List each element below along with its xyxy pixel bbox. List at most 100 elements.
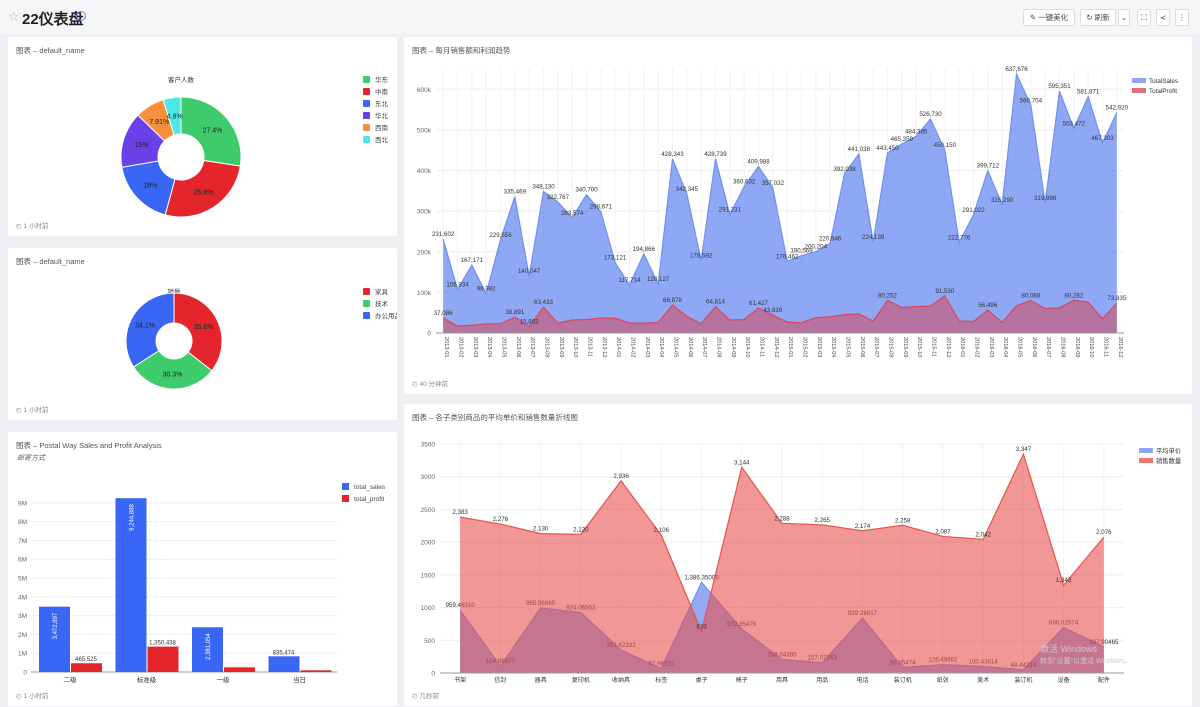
legend-label: 技术	[375, 299, 389, 308]
slice-label: 35.6%	[194, 324, 214, 331]
share-button[interactable]: ≺	[1156, 9, 1170, 26]
legend-label: TotalProfit	[1149, 88, 1177, 95]
legend-swatch	[363, 88, 370, 95]
wand-icon: ✎	[1029, 13, 1037, 22]
x-tick-label: 2014-12	[773, 337, 779, 358]
x-tick-label: 2016-12	[1117, 337, 1123, 358]
data-label: 117,714	[619, 277, 641, 284]
x-tick-label: 2013-12	[601, 337, 607, 358]
data-label: 357,032	[762, 180, 785, 187]
x-tick-label: 2015-02	[802, 337, 808, 358]
fullscreen-button[interactable]: ⛶	[1137, 9, 1151, 26]
x-tick-label: 2013-11	[587, 337, 593, 357]
donut-chart-customers[interactable]: 客户人数 27.4% 26.8% 18% 15% 7.91%4.8% 华东中南东北华北西南西…	[8, 37, 397, 236]
beautify-button[interactable]: ✎ 一键美化	[1023, 9, 1075, 26]
beautify-label: 一键美化	[1038, 13, 1069, 22]
y-tick-label: 3500	[421, 442, 436, 449]
legend-swatch	[363, 112, 370, 119]
windows-watermark-title: 激活 Windows	[1040, 644, 1098, 654]
x-tick-label: 2016-04	[1002, 337, 1008, 358]
donut-slice-办公用品	[125, 292, 175, 368]
x-tick-label: 2013-04	[486, 337, 492, 358]
x-tick-label: 2016-11	[1103, 337, 1109, 357]
x-tick-label: 2015-09	[902, 337, 908, 358]
data-label: 291,231	[719, 207, 742, 214]
data-label: 409,988	[747, 158, 770, 165]
x-tick-label: 桌子	[696, 676, 708, 684]
donut-chart-volume[interactable]: 销量 35.6% 30.3% 34.1% 家具技术办公用品	[8, 248, 397, 420]
area-chart-monthly[interactable]: 0 100k 200k 300k 400k 500k 600k 231,602 106,934 1…	[404, 37, 1192, 394]
y-tick-label: 0	[23, 670, 27, 677]
data-label: 178,592	[690, 252, 713, 259]
data-label: 68,878	[663, 297, 682, 304]
share-icon: ≺	[1159, 13, 1167, 22]
x-tick-label: 2015-01	[787, 337, 793, 358]
data-label: 80,068	[1021, 292, 1040, 299]
data-label: 200,204	[805, 244, 828, 251]
legend-swatch	[1139, 458, 1153, 463]
y-tick-label: 8M	[18, 519, 27, 526]
panel-timestamp: ◴ 几秒前	[412, 693, 439, 700]
data-label: 443,450	[876, 145, 899, 152]
refresh-dropdown-button[interactable]: ⌄	[1118, 9, 1130, 26]
x-tick-label: 一级	[217, 675, 231, 684]
chart-subtitle: 邮寄方式	[17, 455, 45, 462]
x-tick-label: 2014-04	[658, 337, 664, 358]
x-tick-label: 纸张	[937, 676, 949, 684]
area-chart-subcategory[interactable]: 0500100015002000250030003500959.46310104…	[404, 404, 1192, 706]
data-label: 465,359	[891, 136, 914, 143]
x-tick-label: 2014-02	[630, 337, 636, 358]
panel-timestamp: ◴ 1 小时前	[16, 693, 49, 700]
panel-title: 图表 – 每月销售额和利润趋势	[412, 46, 511, 55]
y-tick-label: 2500	[421, 507, 436, 514]
bar-chart-postal[interactable]: 0 1M 2M 3M 4M 5M 6M 7M 8M 9M 3,472,897 465,525 二级 9,2…	[8, 432, 397, 706]
x-tick-label: 2014-01	[615, 337, 621, 358]
chevron-down-icon: ⌄	[1120, 13, 1128, 22]
bar-value-label: 835,474	[273, 650, 295, 656]
data-label: 176,462	[776, 253, 799, 260]
legend-swatch	[1132, 78, 1146, 83]
x-tick-label: 2016-06	[1031, 337, 1037, 358]
favorite-star-icon[interactable]: ☆	[8, 9, 20, 24]
data-label: 441,038	[848, 146, 871, 153]
globe-icon[interactable]	[76, 11, 86, 21]
data-label: 392,038	[833, 166, 856, 173]
y-tick-label: 5M	[18, 576, 27, 583]
line-TotalSales	[442, 71, 1118, 296]
data-label: 633	[696, 624, 707, 631]
data-label: 526,730	[919, 111, 942, 118]
data-label: 1,343	[1056, 577, 1072, 584]
x-tick-label: 2015-08	[888, 337, 894, 358]
data-label: 15,802	[520, 319, 539, 326]
x-tick-label: 电话	[856, 676, 868, 684]
data-label: 1,386.35089	[684, 574, 719, 581]
data-label: 63,433	[534, 299, 553, 306]
more-button[interactable]: ⋮	[1175, 9, 1189, 26]
x-tick-label: 2013-10	[572, 337, 578, 358]
data-label: 2,106	[654, 527, 670, 534]
legend-swatch	[363, 124, 370, 131]
legend-swatch	[1139, 448, 1153, 453]
data-label: 283,574	[561, 210, 584, 217]
refresh-button[interactable]: ↻ 刷新	[1080, 9, 1116, 26]
y-tick-label: 300k	[417, 209, 432, 216]
x-tick-label: 2015-06	[859, 337, 865, 358]
panel-timestamp: ◴ 40 分钟前	[412, 381, 449, 388]
slice-label: 7.91%	[149, 119, 169, 126]
x-tick-label: 2015-04	[830, 337, 836, 358]
more-icon: ⋮	[1178, 13, 1186, 22]
x-tick-label: 椅子	[736, 676, 748, 684]
data-label: 38,891	[505, 309, 524, 316]
slice-label: 18%	[143, 182, 157, 189]
x-tick-label: 2014-06	[687, 337, 693, 358]
x-tick-label: 2016-03	[988, 337, 994, 358]
bar-value-label: 2,381,054	[206, 633, 212, 660]
data-label: 80,282	[1064, 292, 1083, 299]
legend-swatch	[363, 136, 370, 143]
legend-swatch	[1132, 88, 1146, 93]
data-label: 340,700	[575, 187, 598, 194]
x-tick-label: 2014-10	[744, 337, 750, 358]
x-tick-label: 2013-08	[544, 337, 550, 358]
data-label: 291,022	[962, 207, 985, 214]
dashboard-title: 22仪表盘	[22, 11, 84, 28]
